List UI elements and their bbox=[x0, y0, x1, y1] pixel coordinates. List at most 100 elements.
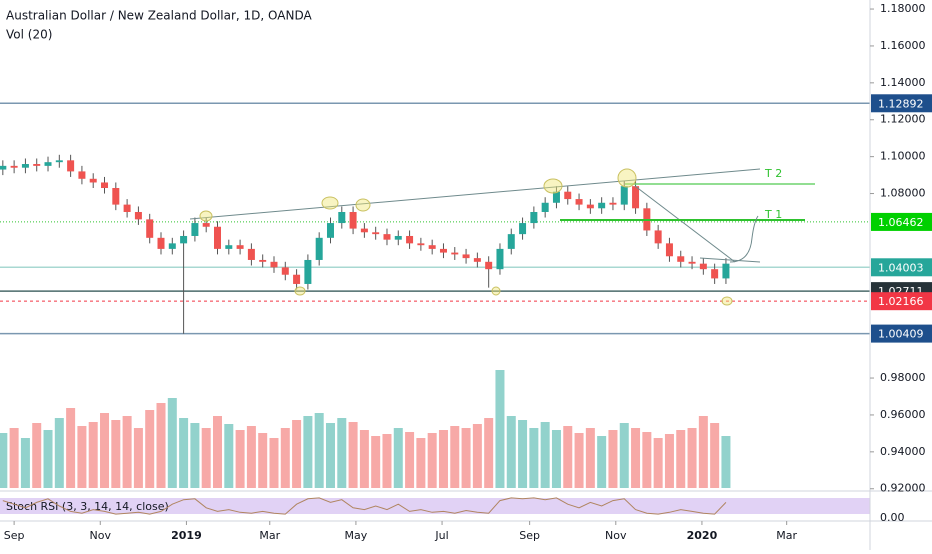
y-tick-label: 0.00 bbox=[880, 511, 905, 524]
volume-bar bbox=[461, 428, 471, 488]
candle-body bbox=[89, 178, 97, 183]
candle-body bbox=[214, 226, 221, 249]
volume-bar bbox=[179, 418, 189, 488]
candle-body bbox=[383, 234, 391, 240]
volume-bar bbox=[495, 370, 505, 488]
volume-bar bbox=[258, 433, 268, 488]
volume-bar bbox=[597, 436, 607, 488]
candle-body bbox=[507, 234, 515, 249]
candle-body bbox=[632, 186, 640, 209]
candle-body bbox=[519, 223, 527, 235]
y-tick-label: 1.10000 bbox=[880, 150, 926, 163]
candle-body bbox=[326, 223, 334, 238]
candle-body bbox=[44, 162, 52, 166]
price-label-box bbox=[871, 94, 932, 113]
candle-body bbox=[575, 199, 583, 205]
candle-body bbox=[168, 243, 176, 249]
candle-body bbox=[349, 211, 357, 229]
x-tick-label: 2019 bbox=[171, 529, 202, 542]
x-tick-label: Jul bbox=[434, 529, 448, 542]
candle-body bbox=[236, 245, 244, 249]
volume-bar bbox=[472, 424, 482, 488]
candle-body bbox=[451, 252, 459, 255]
volume-bar bbox=[88, 422, 98, 488]
candle-body bbox=[372, 232, 380, 235]
price-label-box bbox=[871, 258, 932, 277]
annotation: T 2 bbox=[764, 167, 782, 180]
candle-body bbox=[293, 274, 301, 284]
projection-arrow bbox=[729, 215, 759, 263]
volume-bar bbox=[314, 413, 324, 488]
price-label: 1.00409 bbox=[878, 328, 924, 341]
x-tick-label: Mar bbox=[776, 529, 797, 542]
candle-body bbox=[146, 219, 154, 238]
volume-bar bbox=[167, 398, 177, 488]
candle-body bbox=[462, 254, 470, 259]
highlight bbox=[199, 210, 213, 222]
candle-body bbox=[281, 267, 289, 275]
candle-body bbox=[394, 235, 402, 240]
volume-bar bbox=[359, 430, 369, 488]
annotation: T 1 bbox=[764, 208, 782, 221]
candle-body bbox=[688, 261, 696, 264]
volume-bar bbox=[676, 430, 686, 488]
highlight bbox=[491, 286, 501, 296]
candle-body bbox=[586, 204, 594, 209]
candle-body bbox=[123, 204, 131, 212]
candle-body bbox=[439, 248, 447, 253]
volume-bar bbox=[642, 432, 652, 488]
candle-body bbox=[541, 202, 549, 212]
volume-bar bbox=[631, 428, 641, 488]
candle-body bbox=[417, 243, 425, 246]
trend-line bbox=[189, 168, 761, 220]
candle-body bbox=[112, 188, 120, 205]
y-tick-label: 1.14000 bbox=[880, 76, 926, 89]
candle-body bbox=[101, 182, 109, 189]
y-tick-label: 0.98000 bbox=[880, 371, 926, 384]
candle-body bbox=[609, 202, 617, 205]
volume-bar bbox=[269, 438, 279, 488]
y-tick-label: 1.18000 bbox=[880, 2, 926, 15]
candle-body bbox=[338, 211, 346, 224]
volume-bar bbox=[156, 403, 166, 488]
volume-bar bbox=[66, 408, 76, 488]
candle-body bbox=[473, 258, 481, 262]
volume-bar bbox=[100, 413, 110, 488]
volume-bar bbox=[619, 423, 629, 488]
candle-body bbox=[620, 186, 628, 205]
candle-body bbox=[10, 165, 18, 168]
volume-bar bbox=[337, 418, 347, 488]
x-tick-label: Sep bbox=[4, 529, 25, 542]
highlight bbox=[321, 196, 339, 210]
volume-bar bbox=[540, 422, 550, 488]
y-tick-label: 0.94000 bbox=[880, 445, 926, 458]
volume-bar bbox=[122, 416, 132, 488]
candle-body bbox=[247, 248, 255, 260]
x-tick-label: Nov bbox=[605, 529, 627, 542]
volume-bar bbox=[450, 426, 460, 488]
candle-body bbox=[552, 191, 560, 203]
candle-body bbox=[33, 164, 41, 166]
volume-bar bbox=[235, 430, 245, 488]
candle-body bbox=[665, 243, 673, 257]
candle-body bbox=[202, 223, 210, 227]
volume-bar bbox=[698, 416, 708, 488]
axes: 1.18000 1.16000 1.14000 1.12000 1.10000 1.080… bbox=[4, 2, 932, 542]
volume-bar bbox=[77, 426, 87, 488]
stoch-label: Stoch RSI (3, 3, 14, 14, close) bbox=[6, 500, 169, 513]
candle-body bbox=[722, 263, 730, 279]
volume-bar bbox=[416, 438, 426, 488]
volume-bar bbox=[246, 426, 256, 488]
candle-body bbox=[711, 269, 719, 279]
x-tick-label: May bbox=[345, 529, 368, 542]
trend-line bbox=[699, 257, 761, 263]
volume-bar bbox=[145, 410, 155, 488]
volume-bar bbox=[563, 426, 573, 488]
highlight bbox=[294, 286, 306, 296]
volume-pane bbox=[0, 370, 731, 488]
volume-bar bbox=[303, 416, 313, 488]
chart-title: Australian Dollar / New Zealand Dollar, … bbox=[6, 9, 312, 23]
price-label: 1.12892 bbox=[878, 97, 924, 110]
volume-bar bbox=[111, 420, 121, 488]
